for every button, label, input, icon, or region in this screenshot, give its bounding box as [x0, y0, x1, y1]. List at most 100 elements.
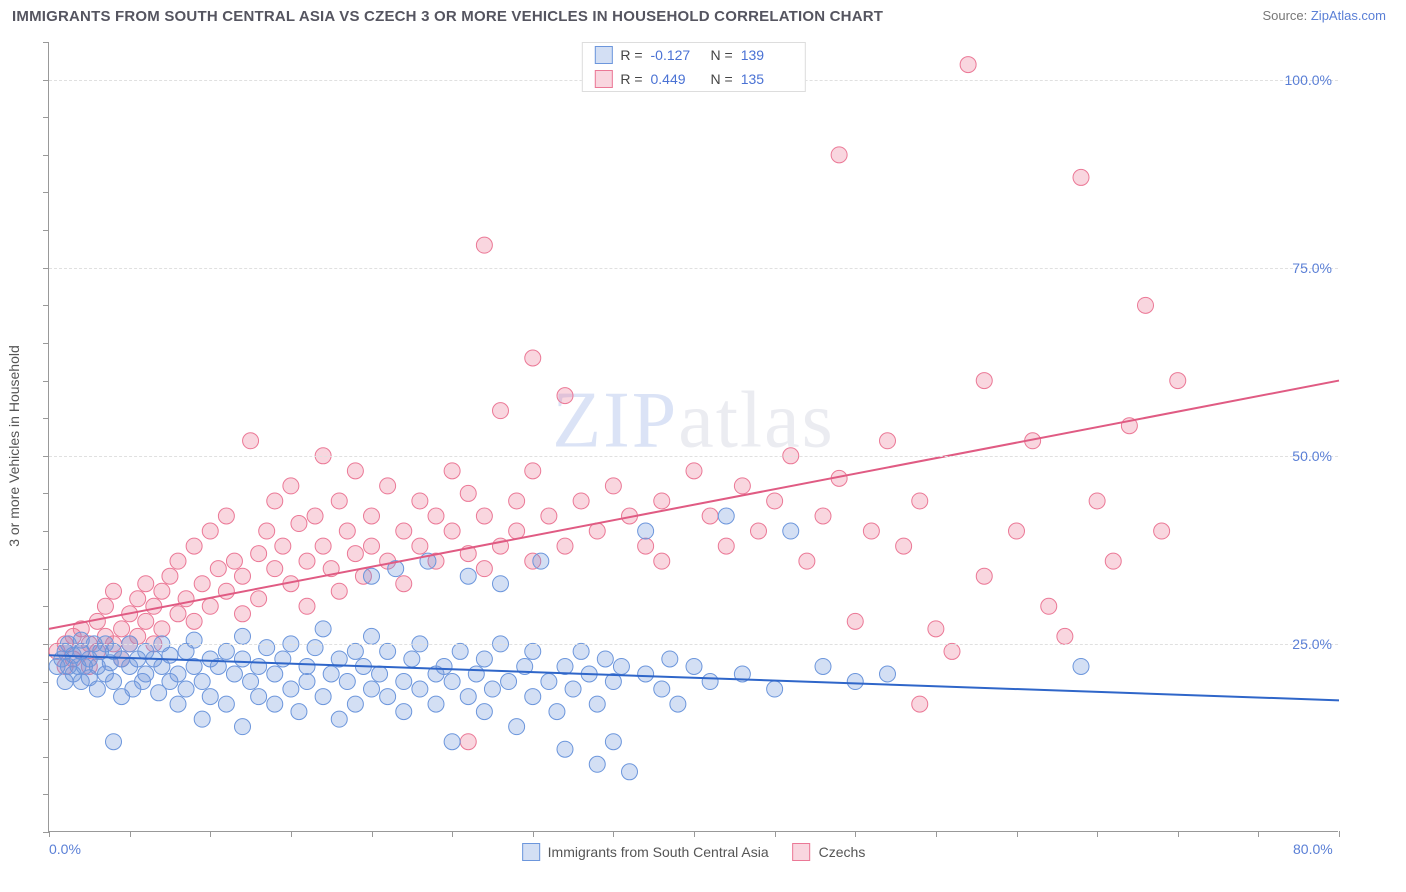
scatter-point-czech [315, 538, 331, 554]
scatter-point-scasia [106, 674, 122, 690]
scatter-point-czech [170, 606, 186, 622]
scatter-point-scasia [251, 689, 267, 705]
scatter-point-scasia [501, 674, 517, 690]
scatter-point-scasia [533, 553, 549, 569]
scatter-point-czech [605, 478, 621, 494]
scatter-point-scasia [638, 666, 654, 682]
x-minor-tick [49, 831, 50, 837]
trend-line-czech [49, 381, 1339, 629]
scatter-point-scasia [767, 681, 783, 697]
scatter-point-czech [1041, 598, 1057, 614]
scatter-point-czech [654, 493, 670, 509]
corr-row-scasia: R = -0.127 N = 139 [582, 43, 804, 67]
y-minor-tick [43, 381, 49, 382]
correlation-legend: R = -0.127 N = 139 R = 0.449 N = 135 [581, 42, 805, 92]
scatter-point-czech [218, 583, 234, 599]
source-link[interactable]: ZipAtlas.com [1311, 8, 1386, 23]
x-minor-tick [1178, 831, 1179, 837]
scatter-point-czech [396, 523, 412, 539]
scatter-point-czech [1073, 169, 1089, 185]
scatter-point-czech [589, 523, 605, 539]
scatter-point-czech [226, 553, 242, 569]
scatter-point-czech [291, 516, 307, 532]
scatter-point-scasia [662, 651, 678, 667]
scatter-point-scasia [339, 674, 355, 690]
scatter-point-czech [267, 493, 283, 509]
scatter-point-czech [412, 538, 428, 554]
scatter-point-czech [1009, 523, 1025, 539]
x-minor-tick [1339, 831, 1340, 837]
scatter-point-scasia [259, 640, 275, 656]
scatter-point-czech [476, 561, 492, 577]
scatter-point-scasia [291, 704, 307, 720]
source-prefix: Source: [1262, 8, 1310, 23]
scatter-point-scasia [509, 719, 525, 735]
scatter-point-scasia [452, 643, 468, 659]
scatter-point-czech [525, 463, 541, 479]
scatter-point-czech [525, 350, 541, 366]
y-minor-tick [43, 832, 49, 833]
y-minor-tick [43, 644, 49, 645]
scatter-point-czech [557, 388, 573, 404]
x-minor-tick [1097, 831, 1098, 837]
scatter-point-czech [210, 561, 226, 577]
x-tick-label: 80.0% [1293, 841, 1333, 857]
scatter-point-scasia [347, 643, 363, 659]
scatter-point-scasia [613, 658, 629, 674]
scatter-point-scasia [194, 674, 210, 690]
x-minor-tick [372, 831, 373, 837]
scatter-point-scasia [299, 674, 315, 690]
scatter-point-czech [509, 523, 525, 539]
scatter-point-czech [815, 508, 831, 524]
scatter-point-czech [912, 493, 928, 509]
x-minor-tick [613, 831, 614, 837]
scatter-point-czech [1138, 297, 1154, 313]
scatter-point-scasia [251, 658, 267, 674]
source-attribution: Source: ZipAtlas.com [1262, 8, 1386, 25]
scatter-point-scasia [444, 734, 460, 750]
y-minor-tick [43, 268, 49, 269]
scatter-point-scasia [315, 621, 331, 637]
y-minor-tick [43, 531, 49, 532]
scatter-point-scasia [380, 689, 396, 705]
y-tick-label: 75.0% [1292, 260, 1332, 276]
scatter-point-scasia [880, 666, 896, 682]
scatter-point-czech [880, 433, 896, 449]
scatter-point-scasia [622, 764, 638, 780]
scatter-point-scasia [106, 734, 122, 750]
scatter-point-scasia [347, 696, 363, 712]
scatter-point-czech [509, 493, 525, 509]
scatter-point-czech [275, 538, 291, 554]
scatter-point-czech [170, 553, 186, 569]
scatter-point-scasia [557, 741, 573, 757]
scatter-point-czech [476, 508, 492, 524]
scatter-point-czech [638, 538, 654, 554]
scatter-point-scasia [235, 719, 251, 735]
r-value-scasia: -0.127 [651, 47, 703, 63]
x-minor-tick [210, 831, 211, 837]
y-minor-tick [43, 606, 49, 607]
scatter-point-czech [428, 508, 444, 524]
r-label: R = [620, 71, 642, 87]
y-minor-tick [43, 155, 49, 156]
scatter-point-scasia [235, 628, 251, 644]
y-minor-tick [43, 418, 49, 419]
scatter-point-czech [202, 523, 218, 539]
scatter-point-scasia [226, 666, 242, 682]
scatter-point-czech [130, 591, 146, 607]
n-value-czech: 135 [741, 71, 793, 87]
scatter-point-scasia [428, 696, 444, 712]
scatter-point-scasia [267, 696, 283, 712]
r-value-czech: 0.449 [651, 71, 703, 87]
scatter-point-czech [114, 621, 130, 637]
plot-svg [49, 42, 1338, 831]
scatter-point-scasia [89, 681, 105, 697]
scatter-point-czech [347, 463, 363, 479]
y-minor-tick [43, 757, 49, 758]
scatter-point-scasia [484, 681, 500, 697]
scatter-point-czech [251, 591, 267, 607]
x-minor-tick [452, 831, 453, 837]
scatter-point-czech [162, 568, 178, 584]
n-label: N = [711, 47, 733, 63]
scatter-point-czech [106, 583, 122, 599]
